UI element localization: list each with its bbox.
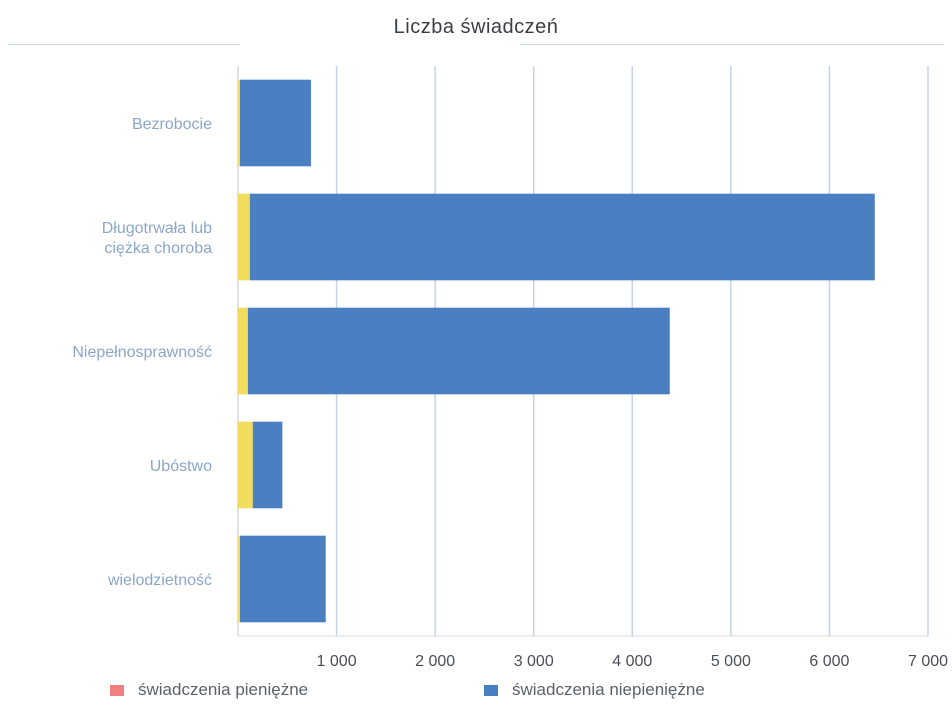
legend-label-noncash: świadczenia niepieniężne <box>512 680 705 699</box>
legend-item-cash[interactable]: świadczenia pieniężne <box>110 680 308 700</box>
chart-title: Liczba świadczeń <box>393 16 559 38</box>
legend-item-noncash[interactable]: świadczenia niepieniężne <box>484 680 705 700</box>
legend-swatch-cash <box>110 684 124 696</box>
category-label: Niepełnosprawność <box>72 344 212 361</box>
legend: świadczenia pieniężne świadczenia niepie… <box>0 680 952 704</box>
x-tick-label: 3 000 <box>514 653 554 670</box>
x-tick-label: 7 000 <box>908 653 948 670</box>
category-label: Długotrwała lub <box>102 220 212 237</box>
bar-segment <box>238 421 253 509</box>
category-label: Ubóstwo <box>150 458 212 475</box>
category-label: ciężka choroba <box>104 240 212 257</box>
title-rule-left <box>8 44 240 45</box>
plot-area: 1 000 2 000 3 000 4 000 5 000 6 000 7 000 Bezro… <box>72 66 948 670</box>
bar-segment <box>239 79 311 167</box>
x-tick-label: 1 000 <box>317 653 357 670</box>
bar-segment <box>252 421 283 509</box>
legend-label-cash: świadczenia pieniężne <box>138 680 309 699</box>
category-label: Bezrobocie <box>132 116 212 133</box>
bar-segment <box>238 193 250 281</box>
x-tick-label: 2 000 <box>415 653 455 670</box>
legend-swatch-noncash <box>484 684 498 696</box>
x-tick-label: 5 000 <box>711 653 751 670</box>
category-label: wielodzietność <box>107 572 212 589</box>
bar-segment <box>238 307 248 395</box>
x-tick-label: 6 000 <box>809 653 849 670</box>
bar-segment <box>249 193 875 281</box>
x-tick-label: 4 000 <box>612 653 652 670</box>
bar-segment <box>238 535 240 623</box>
bar-segment <box>239 535 326 623</box>
title-rule-right <box>520 44 944 45</box>
bar-segment <box>238 79 240 167</box>
bar-segment <box>247 307 670 395</box>
